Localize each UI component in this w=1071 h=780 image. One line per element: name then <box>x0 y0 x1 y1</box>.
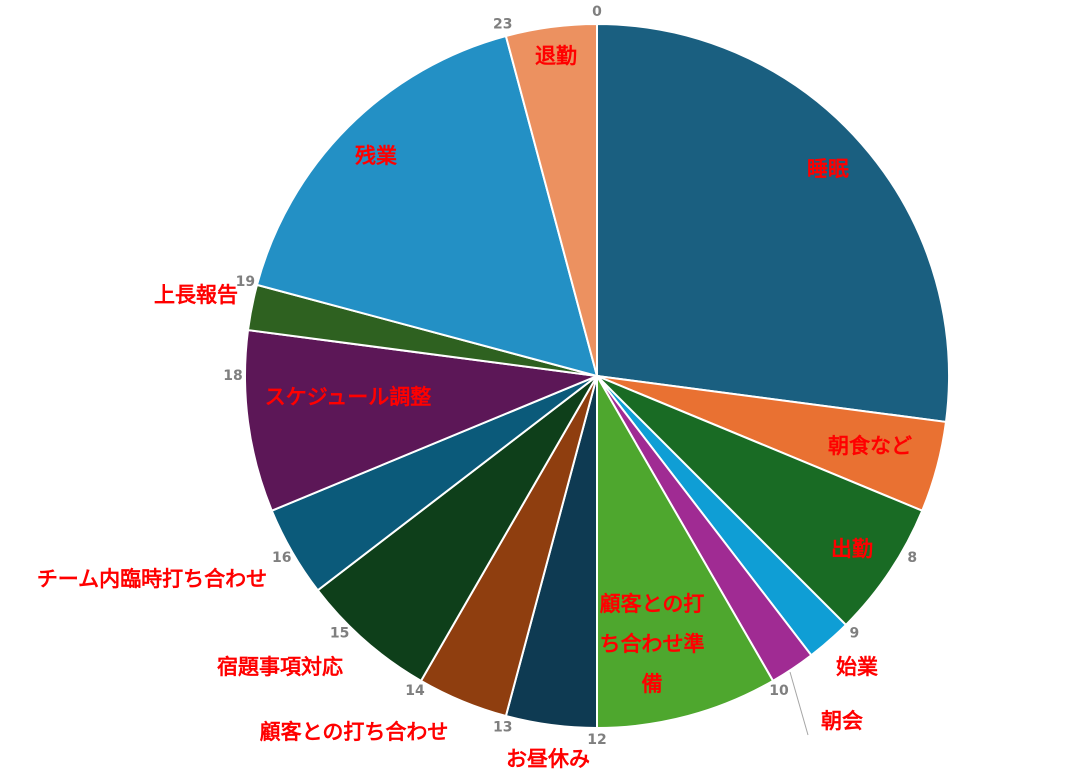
slice-label: 朝会 <box>821 709 863 734</box>
pie-slice <box>316 375 598 683</box>
hour-tick-label: 9 <box>850 625 860 641</box>
hour-tick-label: 14 <box>405 683 425 699</box>
hour-tick-label: 18 <box>223 368 242 384</box>
slice-label: 朝食など <box>828 434 912 459</box>
slice-label: スケジュール調整 <box>264 385 432 410</box>
pie-slice <box>596 375 924 627</box>
pie-slice <box>243 328 601 513</box>
slice-label: 顧客との打ち合わせ準備 <box>599 592 705 696</box>
hour-tick-label: 0 <box>592 4 602 20</box>
slice-label: 始業 <box>836 655 878 680</box>
hour-tick-label: 16 <box>272 550 291 566</box>
hour-tick-label: 8 <box>907 550 917 566</box>
slice-label: チーム内臨時打ち合わせ <box>36 567 268 592</box>
slice-label: 上長報告 <box>154 283 238 308</box>
slice-label: 顧客との打ち合わせ <box>259 720 449 745</box>
hour-tick-label: 23 <box>493 16 512 32</box>
slice-label: 宿題事項対応 <box>217 655 343 680</box>
slice-label: 残業 <box>355 144 397 169</box>
pie-slice <box>255 34 599 378</box>
hour-tick-label: 12 <box>587 732 606 748</box>
leader-line <box>789 671 809 736</box>
hour-tick-label: 10 <box>769 683 789 699</box>
slice-label: 出勤 <box>831 537 873 562</box>
slice-label: お昼休み <box>506 747 590 772</box>
slice-label: 退勤 <box>535 44 577 69</box>
slice-label: 睡眠 <box>807 157 849 182</box>
hour-tick-label: 15 <box>330 625 349 641</box>
pie-slice <box>596 372 775 730</box>
hour-tick-label: 19 <box>236 274 255 290</box>
hour-tick-label: 13 <box>493 720 512 736</box>
pie-slice <box>504 22 598 377</box>
pie-slice <box>596 22 951 424</box>
